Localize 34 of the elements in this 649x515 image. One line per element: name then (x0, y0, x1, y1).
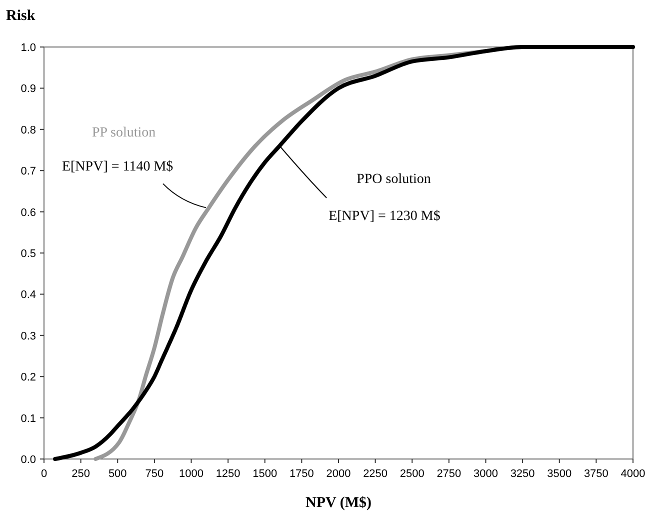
x-tick-label: 0 (40, 468, 48, 480)
y-tick-label: 0.3 (20, 330, 36, 342)
x-tick-label: 250 (72, 468, 90, 480)
x-tick-label: 2750 (436, 468, 462, 480)
y-tick-label: 1.0 (20, 42, 36, 54)
text: PPO solution (356, 172, 431, 187)
y-tick-label: 0.8 (20, 124, 36, 136)
x-tick-label: 1250 (216, 468, 240, 480)
y-tick-label: 0.4 (20, 289, 36, 302)
x-tick-label: 3750 (584, 468, 608, 480)
x-tick-label: 500 (108, 468, 127, 480)
x-tick-label: 2250 (363, 468, 388, 480)
x-tick-label: 4000 (620, 468, 646, 480)
y-axis-title: Risk (6, 8, 36, 24)
y-tick-label: 0.5 (20, 248, 36, 260)
x-axis-title: NPV (M$) (306, 495, 372, 511)
x-tick-label: 1750 (289, 468, 314, 480)
y-tick-label: 0.2 (20, 372, 36, 384)
x-tick-label: 3000 (474, 468, 498, 480)
y-tick-label: 0.0 (20, 454, 36, 466)
x-tick-label: 1500 (252, 468, 278, 480)
annotation: E[NPV] = 1230 M$ (328, 208, 440, 224)
x-tick-label: 3500 (547, 468, 572, 480)
x-tick-label: 750 (145, 468, 164, 480)
x-tick-label: 1000 (179, 468, 204, 480)
annotation: E[NPV] = 1140 M$ (62, 160, 174, 175)
y-tick-label: 0.6 (20, 206, 36, 219)
text: PP solution (92, 126, 156, 141)
x-tick-label: 3250 (510, 468, 535, 480)
x-tick-label: 2500 (400, 468, 424, 480)
x-tick-label: 2000 (326, 468, 351, 480)
y-tick-label: 0.7 (20, 166, 36, 178)
y-tick-label: 0.1 (20, 412, 36, 425)
y-tick-label: 0.9 (20, 83, 36, 96)
